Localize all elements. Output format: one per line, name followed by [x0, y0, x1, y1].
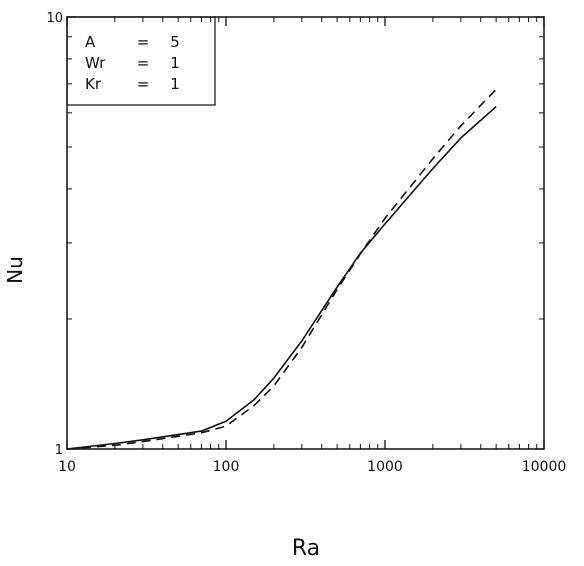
legend-param-value: 1: [170, 54, 180, 72]
x-tick-label: 100: [213, 459, 240, 475]
legend-box: [66, 16, 216, 106]
series-line-solid: [66, 106, 497, 450]
x-tick-label: 10000: [522, 459, 567, 475]
series-group: [66, 88, 497, 450]
series-line-dashed: [66, 88, 497, 450]
y-tick-label: 10: [46, 11, 63, 26]
x-tick-label: 10: [58, 459, 76, 475]
legend-param-value: 5: [170, 33, 180, 51]
y-axis-label: Nu: [3, 256, 27, 284]
y-tick-label: 1: [55, 443, 63, 458]
legend-param-name: A: [85, 33, 96, 51]
x-axis-label: Ra: [292, 536, 320, 561]
legend-param-name: Wr: [85, 54, 106, 72]
legend-param-value: 1: [170, 75, 180, 93]
legend: A = 5 Wr = 1 Kr = 1: [66, 16, 216, 106]
plot-frame: [66, 16, 545, 450]
legend-param-name: Kr: [85, 75, 102, 93]
legend-param-eq: =: [137, 75, 150, 93]
legend-param-eq: =: [137, 54, 150, 72]
legend-param-eq: =: [137, 33, 150, 51]
x-tick-label: 1000: [367, 459, 403, 475]
